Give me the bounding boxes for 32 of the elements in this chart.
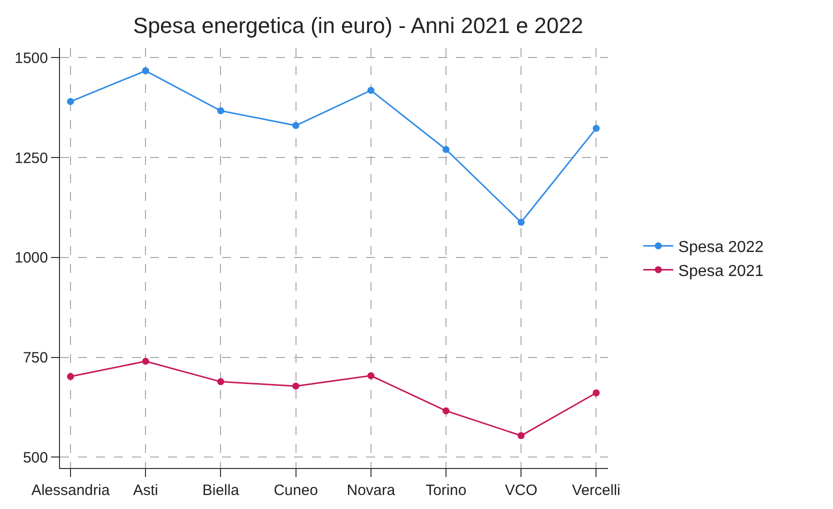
point [367, 86, 374, 94]
point [292, 122, 300, 130]
point [292, 382, 300, 390]
point [217, 378, 224, 386]
point [142, 67, 150, 74]
point [442, 407, 450, 414]
x-tick-label: Torino [426, 482, 466, 499]
legend-label: Spesa 2021 [678, 262, 764, 280]
y-tick-label: 750 [22, 350, 48, 367]
point [67, 98, 74, 106]
y-tick-label: 500 [22, 449, 48, 466]
x-tick-label: Biella [202, 482, 240, 499]
point [67, 372, 74, 380]
point [592, 389, 600, 396]
x-tick-label: Cuneo [274, 482, 318, 499]
y-tick-label: 1500 [14, 50, 48, 67]
x-tick-label: VCO [504, 482, 538, 499]
point [217, 107, 224, 114]
chart-title: Spesa energetica (in euro) - Anni 2021 e 2022 [133, 13, 584, 38]
point [592, 124, 600, 132]
x-tick-label: Asti [133, 482, 158, 499]
point [367, 372, 374, 380]
x-tick-label: Vercelli [572, 482, 620, 499]
point [142, 358, 150, 365]
legend-label: Spesa 2022 [678, 239, 764, 256]
x-tick-label: Novara [346, 482, 396, 499]
x-tick-label: Alessandria [31, 482, 110, 499]
point [518, 218, 525, 226]
point [442, 146, 450, 153]
y-tick-label: 1000 [14, 250, 48, 267]
y-tick-label: 1250 [14, 150, 48, 167]
point [518, 432, 525, 440]
